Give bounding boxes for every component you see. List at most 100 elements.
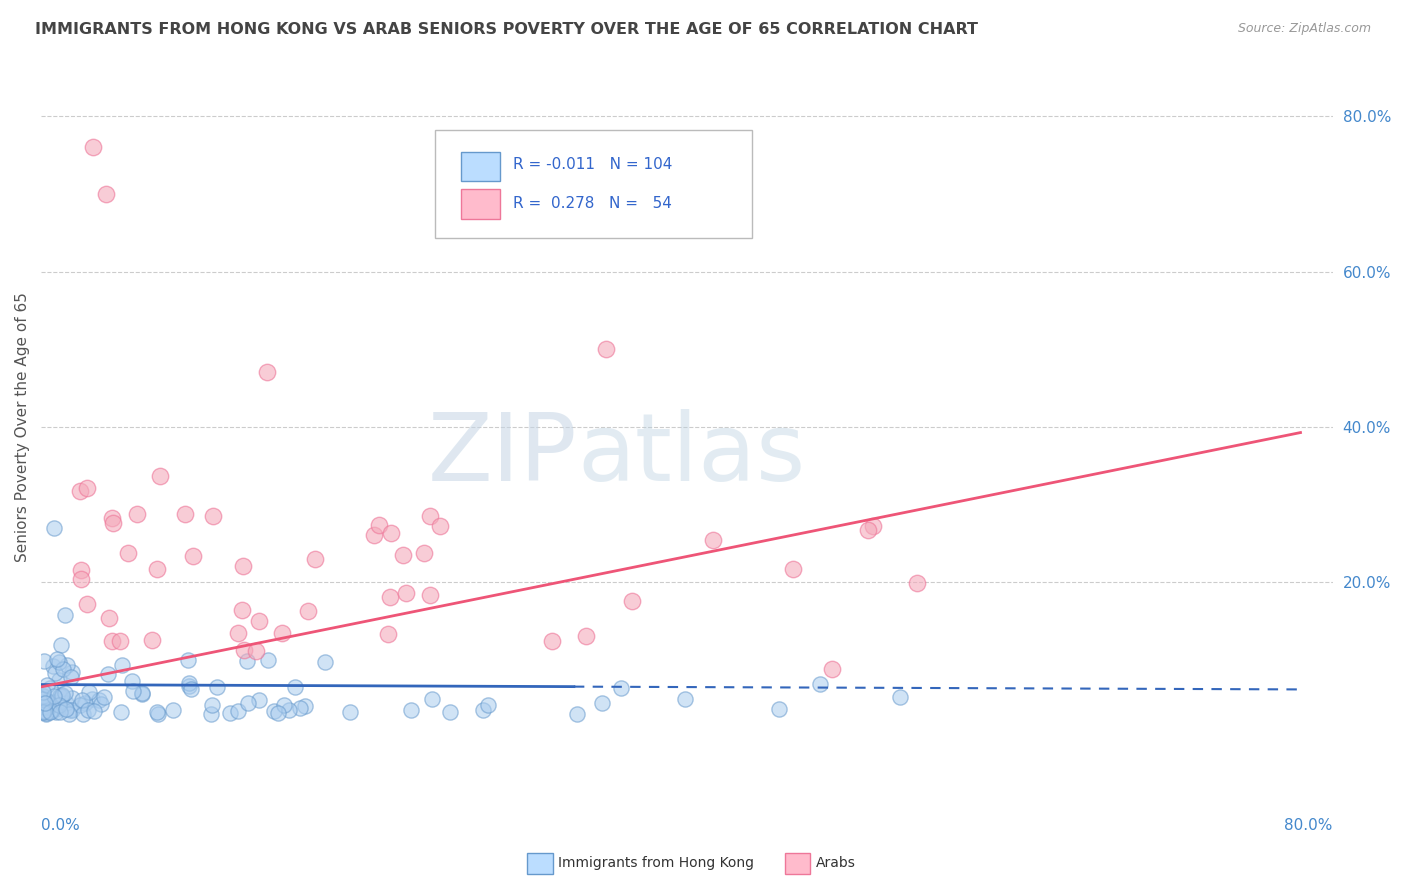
Text: ZIP: ZIP — [427, 409, 576, 500]
Point — [42, 521, 65, 535]
Text: R =  0.278   N =   54: R = 0.278 N = 54 — [513, 195, 672, 211]
Point — [768, 702, 790, 716]
Point — [48, 655, 70, 669]
Point — [41, 658, 63, 673]
Point — [94, 186, 117, 201]
Point — [200, 706, 222, 721]
Point — [49, 639, 72, 653]
Point — [148, 707, 170, 722]
Point — [236, 696, 259, 710]
Point — [58, 706, 80, 721]
Point — [32, 700, 55, 714]
Point — [363, 528, 385, 542]
Point — [304, 551, 326, 566]
Point — [96, 666, 118, 681]
Point — [267, 706, 290, 721]
Point — [231, 603, 253, 617]
Point — [34, 696, 56, 710]
Text: 80.0%: 80.0% — [1285, 818, 1333, 833]
Point — [339, 705, 361, 719]
Point — [77, 685, 100, 699]
Point — [76, 597, 98, 611]
Point — [31, 691, 53, 706]
Point — [72, 693, 94, 707]
Point — [377, 627, 399, 641]
Point — [59, 670, 82, 684]
Point — [38, 705, 60, 719]
Point — [146, 562, 169, 576]
Point — [314, 655, 336, 669]
Point — [162, 703, 184, 717]
Point — [31, 705, 53, 719]
Point — [34, 704, 56, 718]
Point — [149, 469, 172, 483]
Point — [35, 706, 58, 721]
Point — [131, 688, 153, 702]
Point — [439, 705, 461, 719]
Point — [93, 690, 115, 704]
Point — [75, 697, 97, 711]
Point — [32, 689, 55, 703]
FancyBboxPatch shape — [434, 130, 752, 238]
Point — [862, 519, 884, 533]
Point — [575, 629, 598, 643]
Point — [69, 483, 91, 498]
Point — [856, 523, 879, 537]
Point — [55, 697, 77, 711]
FancyBboxPatch shape — [461, 189, 499, 219]
FancyBboxPatch shape — [461, 152, 499, 181]
Point — [31, 685, 53, 699]
Text: IMMIGRANTS FROM HONG KONG VS ARAB SENIORS POVERTY OVER THE AGE OF 65 CORRELATION: IMMIGRANTS FROM HONG KONG VS ARAB SENIOR… — [35, 22, 979, 37]
Point — [53, 686, 76, 700]
Point — [49, 689, 72, 703]
Point — [87, 693, 110, 707]
Point — [233, 643, 256, 657]
Point — [76, 702, 98, 716]
Point — [271, 626, 294, 640]
Point — [70, 563, 93, 577]
Point — [44, 665, 66, 680]
Point — [565, 706, 588, 721]
Point — [42, 689, 65, 703]
Point — [42, 695, 65, 709]
Point — [45, 705, 67, 719]
Point — [35, 706, 58, 720]
Point — [59, 703, 82, 717]
Point — [177, 653, 200, 667]
Point — [247, 693, 270, 707]
Point — [367, 517, 389, 532]
Point — [90, 697, 112, 711]
Point — [52, 662, 75, 676]
Text: 0.0%: 0.0% — [41, 818, 80, 833]
Point — [122, 684, 145, 698]
Point — [35, 678, 58, 692]
Text: Source: ZipAtlas.com: Source: ZipAtlas.com — [1237, 22, 1371, 36]
Point — [226, 625, 249, 640]
Point — [110, 706, 132, 720]
Point — [83, 705, 105, 719]
Point — [219, 706, 242, 720]
Point — [226, 704, 249, 718]
Y-axis label: Seniors Poverty Over the Age of 65: Seniors Poverty Over the Age of 65 — [15, 292, 30, 562]
Point — [419, 588, 441, 602]
Point — [297, 604, 319, 618]
Point — [294, 699, 316, 714]
Point — [141, 632, 163, 647]
Point — [60, 665, 83, 679]
Point — [174, 507, 197, 521]
Point — [39, 681, 62, 695]
Point — [392, 549, 415, 563]
Point — [702, 533, 724, 547]
Point — [32, 690, 55, 704]
Point — [51, 689, 73, 703]
Point — [72, 706, 94, 721]
Point — [70, 572, 93, 586]
Point — [39, 705, 62, 719]
Point — [101, 510, 124, 524]
Point — [395, 586, 418, 600]
Point — [146, 706, 169, 720]
Point — [48, 673, 70, 688]
Point — [288, 700, 311, 714]
Point — [38, 696, 60, 710]
Point — [125, 507, 148, 521]
